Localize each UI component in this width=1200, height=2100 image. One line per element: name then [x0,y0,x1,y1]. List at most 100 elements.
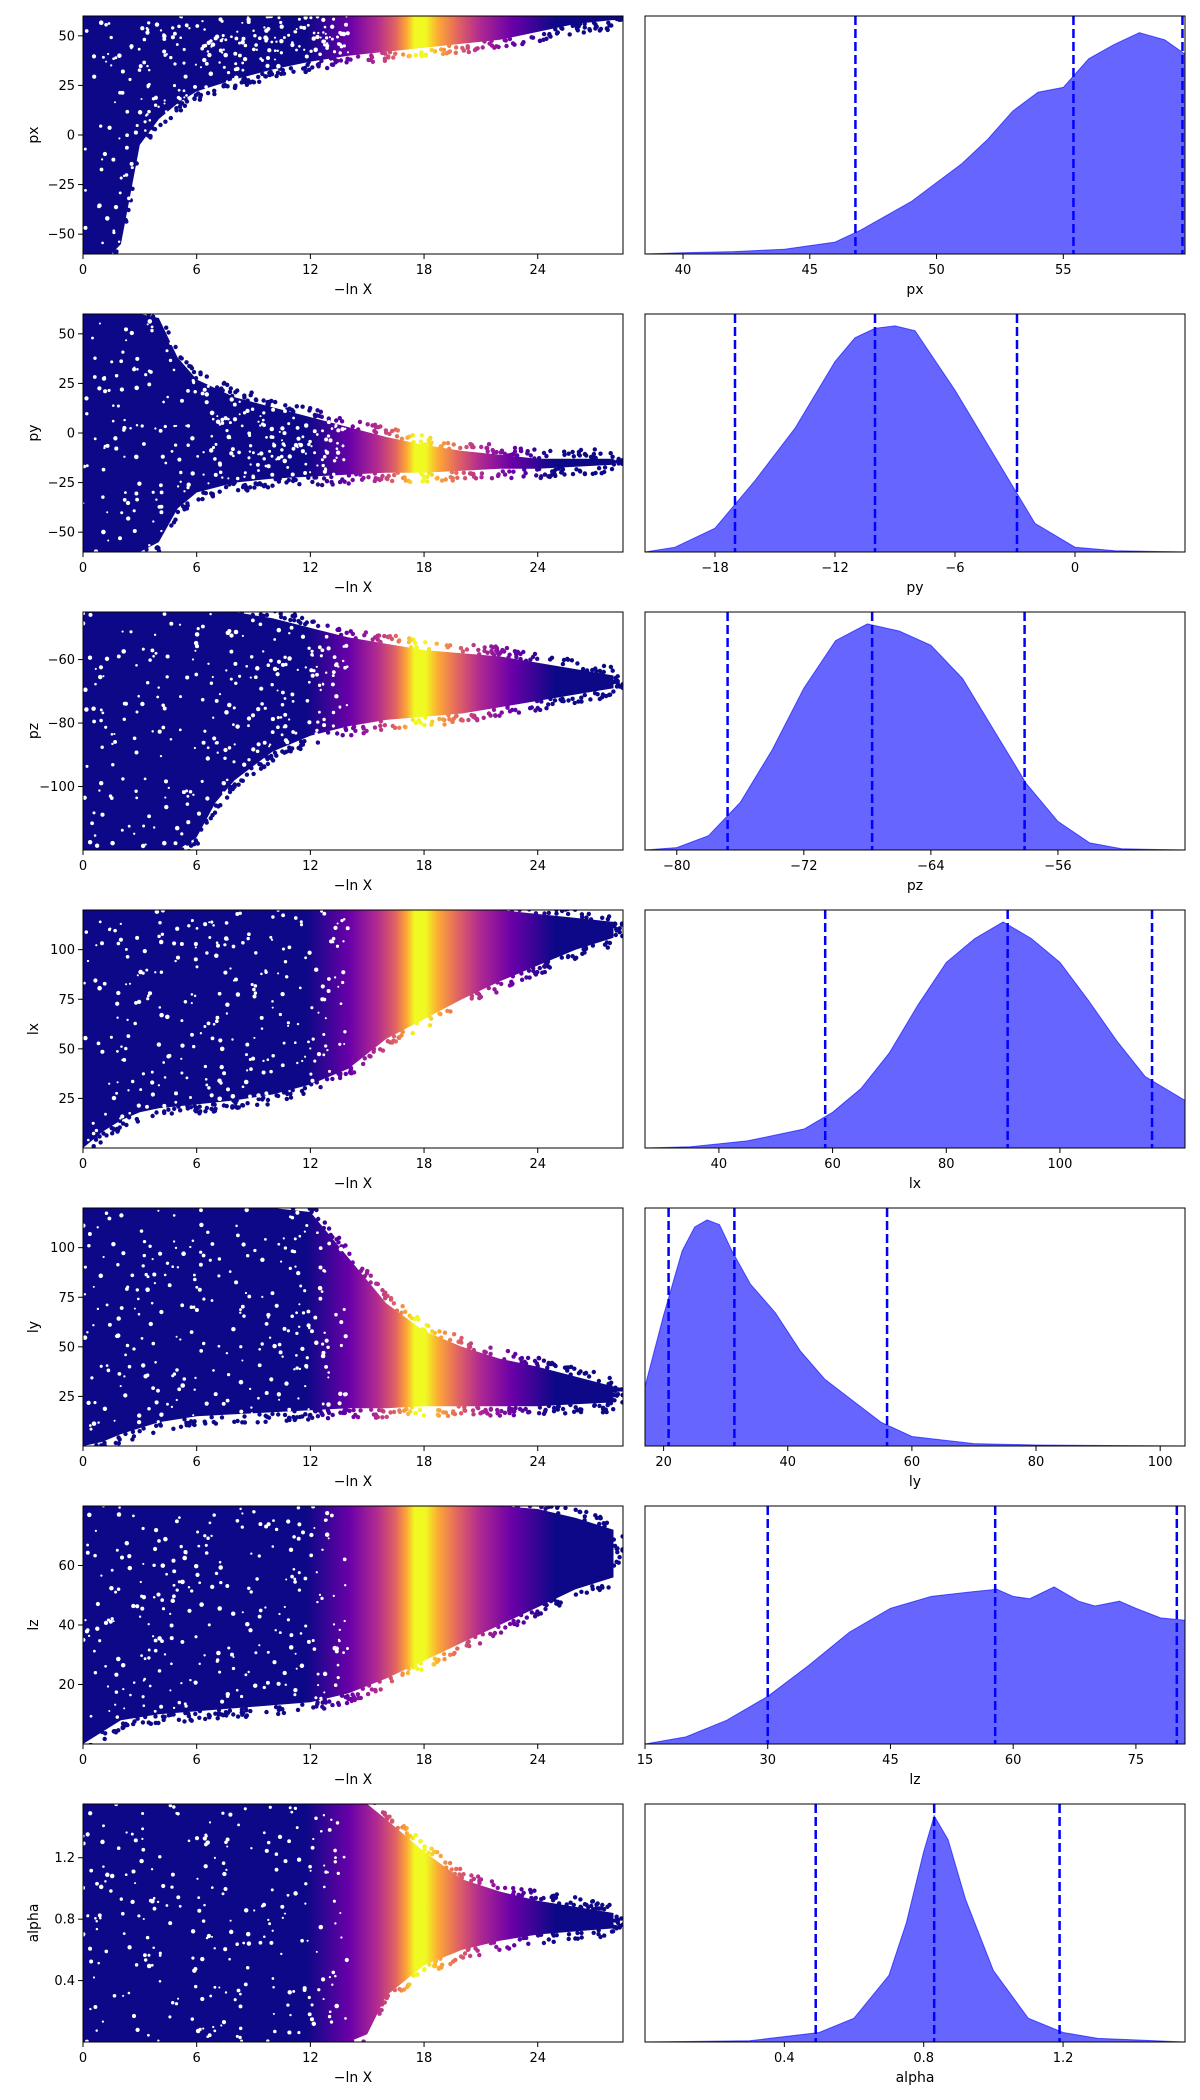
trace-gap [217,1606,222,1611]
trace-gap [343,1030,347,1034]
trace-gap [230,1611,236,1616]
trace-gap [98,1273,104,1279]
trace-point [413,720,418,726]
trace-point [119,303,123,307]
trace-gap [317,1285,323,1291]
trace-point [396,639,401,644]
trace-gap [261,1295,264,1299]
trace-point [356,427,361,432]
trace-gap [238,413,241,416]
trace-point [224,1713,229,1718]
trace-point [227,389,233,395]
trace-gap [119,1213,124,1218]
trace-point [166,1107,171,1112]
trace-point [273,1793,277,1797]
trace-point [608,664,614,670]
trace-point [293,2046,297,2050]
trace-point [412,1663,418,1668]
trace-point [355,8,359,12]
trace-px-ytick-label: −25 [48,178,75,193]
trace-point [513,707,518,713]
trace-point [101,11,105,15]
trace-gap [271,915,275,919]
trace-gap [328,1069,331,1073]
trace-gap [239,1345,243,1349]
trace-gap [342,458,346,462]
trace-gap [256,742,261,747]
trace-gap [193,1563,199,1569]
trace-gap [212,1369,215,1372]
trace-point [278,612,283,616]
trace-gap [91,1421,97,1426]
trace-gap [320,1596,324,1601]
trace-gap [153,1281,157,1285]
trace-gap [172,1583,176,1587]
trace-point [432,902,436,906]
trace-gap [276,716,280,720]
trace-point [500,469,505,474]
trace-gap [266,464,271,469]
trace-gap [332,1623,336,1626]
trace-point [512,10,516,14]
trace-point [360,1686,365,1691]
trace-point [450,719,455,724]
trace-point [387,1040,393,1045]
trace-point [106,1200,110,1204]
trace-frame-lx [82,909,624,1149]
trace-point [542,1409,548,1414]
trace-gap [280,662,286,667]
trace-gap [220,1699,225,1704]
trace-point [611,459,617,464]
trace-point [443,477,448,482]
trace-gap [283,655,287,660]
trace-gap [165,1014,170,1020]
trace-gap [179,470,183,475]
trace-point [117,1437,122,1442]
trace-gap [176,1266,180,1269]
trace-gap [322,1032,326,1037]
trace-point [273,2045,277,2049]
trace-gap [104,725,108,729]
trace-gap [326,1402,331,1407]
trace-gap [164,110,168,113]
trace-point [287,1417,292,1423]
trace-point [153,1799,157,1803]
trace-gap [229,1919,232,1922]
trace-gap [183,74,188,79]
trace-gap [135,423,139,427]
trace-point [124,900,128,904]
trace-gap [136,1103,141,1108]
trace-point [605,16,610,18]
trace-point [129,904,133,908]
trace-point [403,1309,408,1315]
trace-gap [110,840,115,846]
trace-gap [108,794,113,798]
trace-point [290,1208,296,1211]
trace-gaps-lx [83,910,350,1142]
trace-gap [231,1326,236,1332]
trace-gap [167,1283,172,1288]
trace-point [192,1103,197,1109]
trace-point [117,1118,123,1124]
trace-point [523,1406,528,1412]
trace-point [134,1499,138,1503]
trace-point [426,647,432,652]
trace-gap [333,976,337,979]
trace-gap [115,1001,120,1006]
trace-point [221,1103,227,1108]
trace-gap [258,1940,263,1945]
trace-gap [107,1216,112,1221]
trace-gap [328,36,331,39]
trace-point [256,74,261,80]
trace-point [218,899,222,903]
trace-point [162,1714,167,1720]
trace-gap [296,1506,301,1510]
trace-point [271,6,275,10]
trace-point [358,472,363,477]
trace-gap [122,428,126,432]
trace-gap [153,1709,157,1713]
trace-gap [334,662,339,667]
trace-point [177,100,182,105]
trace-point [423,52,428,57]
trace-point [107,1496,111,1500]
